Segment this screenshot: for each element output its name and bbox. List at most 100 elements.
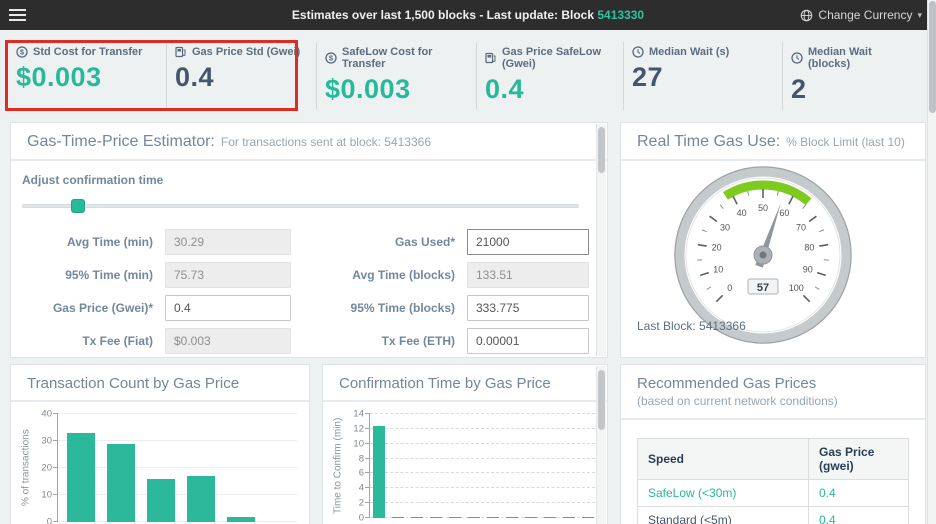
axis-tick <box>53 440 58 441</box>
axis-tick <box>53 413 58 414</box>
y-axis-title: % of transactions <box>20 429 32 507</box>
field-label: Tx Fee (ETH) <box>381 334 455 348</box>
stat-tile-safelow-cost: $ SafeLow Cost for Transfer $0.003 <box>316 42 476 110</box>
gas-price-table: Speed Gas Price (gwei) SafeLow (<30m) 0.… <box>637 438 909 524</box>
panel-title: Transaction Count by Gas Price <box>27 375 240 392</box>
real-time-gas-panel: Real Time Gas Use: % Block Limit (last 1… <box>620 122 926 358</box>
top-navbar: Estimates over last 1,500 blocks - Last … <box>0 0 936 30</box>
panel-title: Gas-Time-Price Estimator: <box>27 133 215 150</box>
confirm-panel-scrollbar[interactable] <box>596 366 606 524</box>
y-axis: 0 2 4 6 8 10 12 14 <box>345 409 369 524</box>
panel-title: Confirmation Time by Gas Price <box>339 375 551 392</box>
status-prefix: Estimates over last 1,500 blocks - Last … <box>291 8 595 22</box>
estimator-panel: Gas-Time-Price Estimator: For transactio… <box>10 122 608 358</box>
y-tick-label: 10 <box>353 438 364 450</box>
confirm-time-panel: Confirmation Time by Gas Price Time to C… <box>322 364 608 524</box>
y-tick-label: 12 <box>353 423 364 435</box>
column-header-speed: Speed <box>637 438 809 480</box>
stat-label: SafeLow Cost for Transfer <box>342 46 433 70</box>
stat-tile-median-wait-s: Median Wait (s) 27 <box>623 42 782 110</box>
y-axis: 0 10 20 30 40 <box>33 409 57 524</box>
stat-value: 2 <box>791 74 807 104</box>
gridline <box>370 502 595 504</box>
change-currency-label: Change Currency <box>818 8 913 22</box>
y-tick-label: 0 <box>46 516 52 524</box>
page-scrollbar[interactable] <box>927 0 936 524</box>
bar <box>544 516 556 518</box>
svg-text:$: $ <box>329 54 334 63</box>
input-gas-used[interactable] <box>467 229 589 255</box>
axis-tick <box>365 442 370 444</box>
price-cell: 0.4 <box>808 479 909 507</box>
stat-label: Gas Price Std (Gwei) <box>192 46 301 58</box>
scrollbar-thumb[interactable] <box>929 1 936 113</box>
field-label: Tx Fee (Fiat) <box>82 334 153 348</box>
axis-tick <box>365 502 370 504</box>
y-tick-label: 20 <box>41 462 52 474</box>
y-tick-label: 4 <box>358 482 364 494</box>
change-currency-dropdown[interactable]: Change Currency ▾ <box>800 8 936 22</box>
stat-tile-gas-price-safelow: Gas Price SafeLow (Gwei) 0.4 <box>476 42 623 110</box>
panel-title: Recommended Gas Prices <box>637 375 817 392</box>
gridline <box>370 457 595 459</box>
update-status-text: Estimates over last 1,500 blocks - Last … <box>0 8 936 22</box>
stat-tile-std-cost: $ Std Cost for Transfer $0.003 <box>8 42 166 110</box>
bar <box>187 476 215 522</box>
input-gas-price[interactable] <box>165 295 291 321</box>
stat-label: Median Wait (s) <box>649 46 730 58</box>
estimator-scrollbar[interactable] <box>596 124 606 356</box>
bar <box>411 516 423 518</box>
gas-use-gauge: 0 10 20 30 40 50 60 70 80 90 100 57 <box>674 166 852 344</box>
slider-handle[interactable] <box>70 199 85 213</box>
svg-text:50: 50 <box>758 203 768 213</box>
globe-icon <box>801 9 813 21</box>
field-label: Avg Time (min) <box>66 235 153 249</box>
scrollbar-thumb[interactable] <box>598 370 605 430</box>
slider-track[interactable] <box>22 204 579 208</box>
panel-subtitle: (based on current network conditions) <box>637 394 838 408</box>
panel-subtitle: For transactions sent at block: 5413366 <box>220 135 431 149</box>
axis-tick <box>365 457 370 459</box>
field-label: 95% Time (min) <box>65 268 153 282</box>
gridline <box>370 472 595 474</box>
panel-subtitle: % Block Limit (last 10) <box>786 135 905 149</box>
bars <box>58 414 297 522</box>
field-label: Gas Used* <box>394 235 455 249</box>
y-tick-label: 10 <box>41 489 52 501</box>
stat-tile-median-wait-blocks: Median Wait (blocks) 2 <box>782 42 920 110</box>
gridline <box>58 494 297 495</box>
stat-value: $0.003 <box>325 74 411 104</box>
bar <box>582 516 594 518</box>
gridline <box>370 442 595 444</box>
svg-text:40: 40 <box>737 208 747 218</box>
y-tick-label: 30 <box>41 435 52 447</box>
column-header-gas-price: Gas Price (gwei) <box>808 438 909 480</box>
speed-cell: Standard (<5m) <box>637 506 809 524</box>
bar <box>392 516 404 518</box>
svg-text:57: 57 <box>757 282 769 294</box>
bar <box>147 478 175 522</box>
chevron-down-icon: ▾ <box>917 9 922 20</box>
y-tick-label: 8 <box>358 453 364 465</box>
bar <box>107 443 135 522</box>
block-number-link[interactable]: 5413330 <box>597 8 645 22</box>
clock-icon <box>632 46 644 58</box>
gridline <box>370 487 595 489</box>
svg-text:90: 90 <box>803 265 813 275</box>
scrollbar-thumb[interactable] <box>598 127 605 173</box>
clock-icon <box>791 52 803 64</box>
axis-tick <box>53 521 58 522</box>
svg-text:70: 70 <box>796 222 806 232</box>
menu-toggle-icon[interactable] <box>0 0 34 30</box>
field-label: 95% Time (blocks) <box>350 301 455 315</box>
y-tick-label: 6 <box>358 467 364 479</box>
tx-count-panel: Transaction Count by Gas Price % of tran… <box>10 364 310 524</box>
input-avg-time-blocks <box>467 262 589 288</box>
y-tick-label: 0 <box>358 512 364 524</box>
panel-title: Real Time Gas Use: <box>637 133 781 150</box>
bar <box>449 516 461 518</box>
stats-row: $ Std Cost for Transfer $0.003 Gas Price… <box>8 42 920 110</box>
confirmation-time-slider[interactable] <box>22 199 579 213</box>
svg-text:$: $ <box>20 48 25 57</box>
